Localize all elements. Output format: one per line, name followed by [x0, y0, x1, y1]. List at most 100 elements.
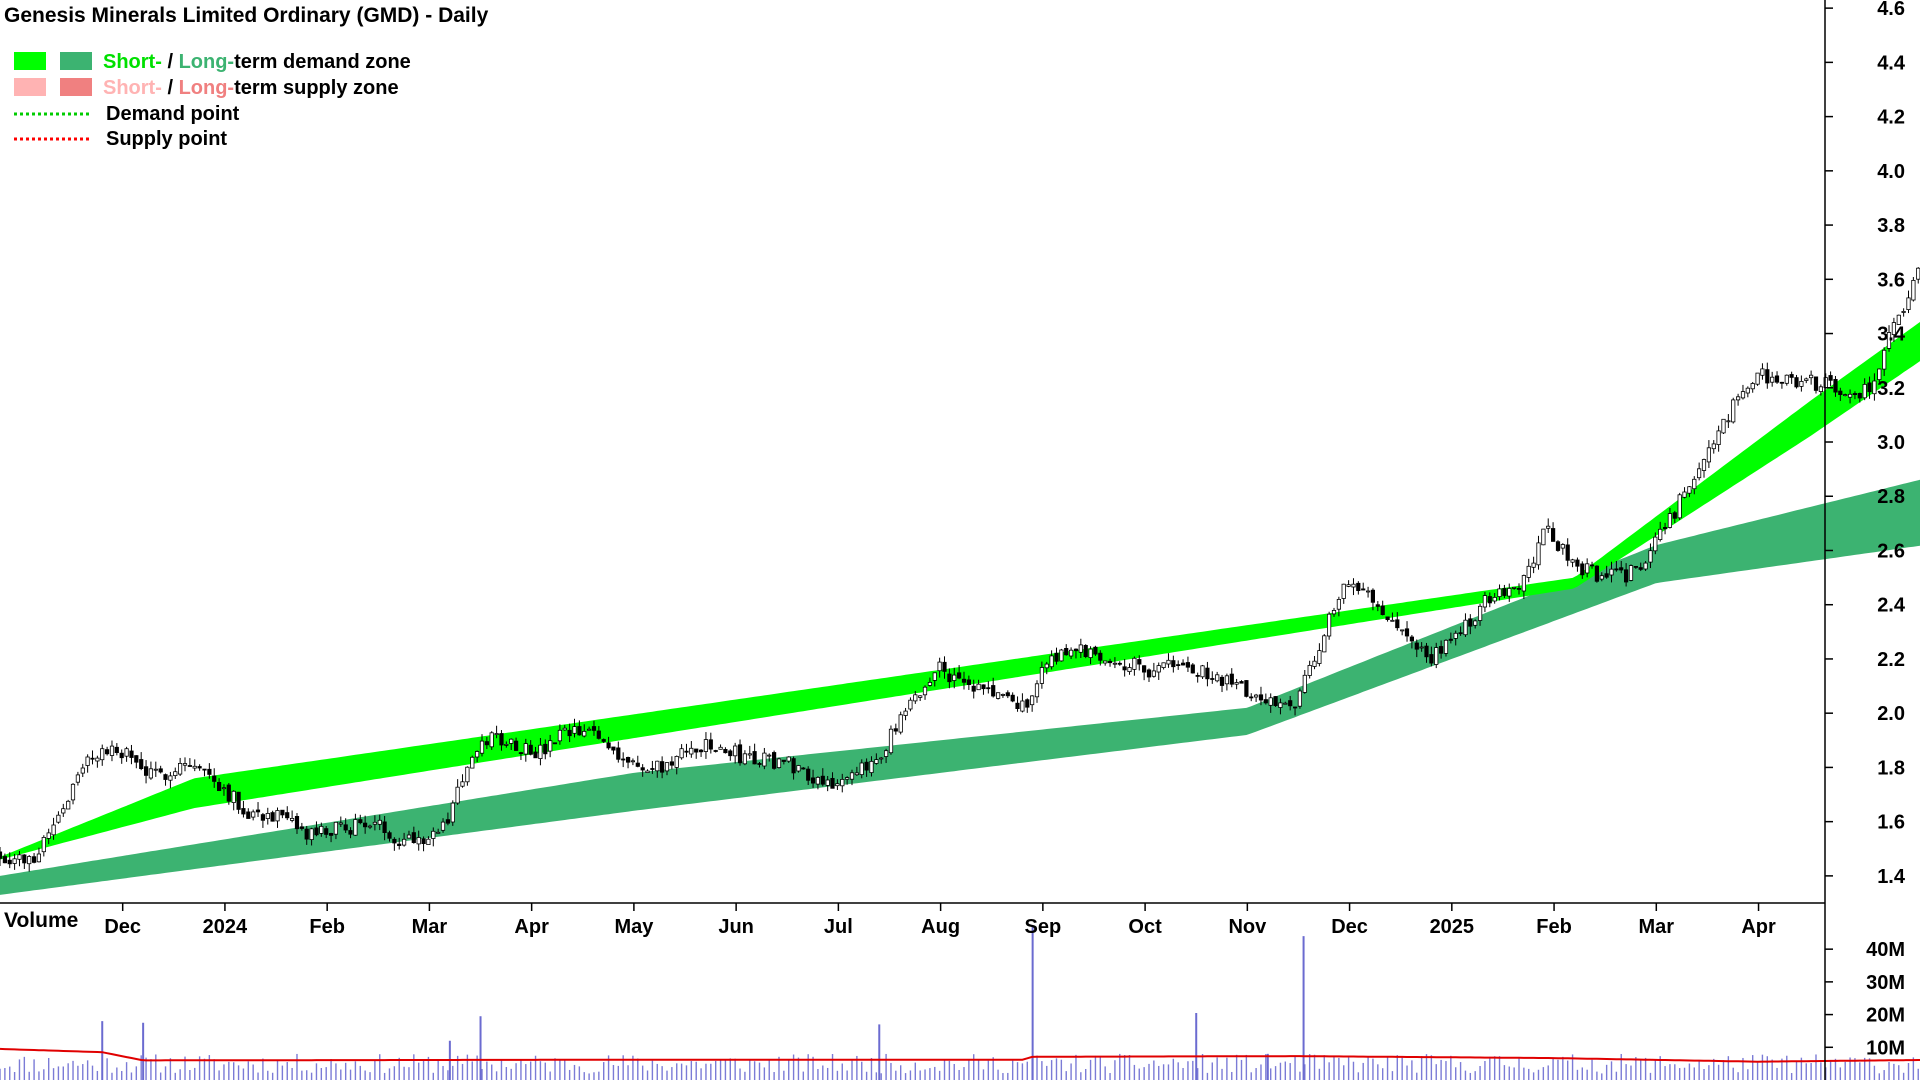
- y-tick-label: 3.8: [1877, 215, 1905, 237]
- y-tick-label: 2.4: [1877, 595, 1906, 617]
- candle-body: [460, 781, 465, 787]
- candle-body: [1103, 660, 1108, 664]
- candle-body: [192, 765, 197, 769]
- candle-body: [723, 749, 728, 754]
- candle-body: [139, 759, 144, 770]
- candle-body: [1667, 513, 1672, 528]
- legend-label: Demand point: [106, 103, 240, 125]
- candle-body: [12, 858, 17, 864]
- y-tick-label: 1.8: [1877, 757, 1905, 779]
- candle-body: [431, 830, 436, 839]
- candle-body: [41, 837, 46, 853]
- candle-body: [689, 747, 694, 755]
- y-tick-label: 2.0: [1877, 703, 1905, 725]
- candle-body: [1395, 619, 1400, 629]
- candle-body: [611, 746, 616, 751]
- candle-body: [1249, 696, 1254, 699]
- candle-body: [596, 730, 601, 739]
- candle-body: [319, 826, 324, 834]
- candle-body: [1049, 655, 1054, 668]
- candle-body: [1366, 590, 1371, 593]
- volume-tick-label: 30M: [1866, 972, 1905, 994]
- candle-body: [1151, 670, 1156, 677]
- candle-body: [1502, 588, 1507, 596]
- x-tick-label: Nov: [1228, 916, 1267, 938]
- candle-body: [1487, 596, 1492, 604]
- candle-body: [1886, 332, 1892, 349]
- candle-body: [1872, 380, 1877, 395]
- candle-body: [630, 760, 636, 763]
- volume-plot: [0, 926, 1920, 1080]
- candle-body: [436, 831, 441, 834]
- candle-body: [650, 768, 655, 770]
- candle-body: [1565, 544, 1570, 561]
- y-tick-label: 3.6: [1877, 269, 1905, 291]
- candle-body: [845, 777, 850, 780]
- chart-title: Genesis Minerals Limited Ordinary (GMD) …: [4, 4, 489, 27]
- candle-body: [1185, 662, 1190, 668]
- candle-body: [825, 779, 830, 786]
- candle-body: [202, 768, 207, 771]
- candle-body: [927, 682, 933, 686]
- candle-body: [786, 756, 791, 762]
- candle-body: [1083, 645, 1088, 658]
- x-tick-label: Dec: [1331, 916, 1368, 938]
- candle-body: [1594, 565, 1599, 582]
- candle-body: [1536, 542, 1541, 566]
- candle-body: [426, 838, 431, 846]
- candle-body: [1205, 667, 1210, 680]
- candle-body: [1317, 650, 1322, 664]
- candle-body: [1779, 381, 1784, 384]
- candle-body: [1473, 620, 1478, 626]
- candle-body: [1122, 666, 1127, 671]
- candle-body: [382, 821, 387, 834]
- candle-body: [1419, 646, 1424, 649]
- candle-body: [1351, 583, 1356, 588]
- candle-body: [358, 819, 363, 824]
- candle-body: [1570, 559, 1575, 563]
- candle-body: [1336, 599, 1341, 610]
- candle-body: [294, 816, 300, 830]
- candle-body: [1906, 297, 1911, 310]
- y-tick-label: 4.6: [1877, 0, 1905, 20]
- candle-body: [1117, 662, 1122, 665]
- x-tick-label: Aug: [921, 916, 960, 938]
- candle-body: [684, 750, 689, 753]
- chart-frame: [0, 0, 1833, 1080]
- candle-body: [708, 739, 713, 750]
- candle-body: [694, 748, 699, 753]
- legend-entry-part: term supply zone: [234, 77, 398, 99]
- candle-body: [367, 825, 373, 828]
- candle-body: [36, 853, 42, 863]
- candle-body: [450, 802, 455, 823]
- candle-body: [309, 828, 314, 840]
- candle-body: [1765, 369, 1770, 384]
- candle-body: [514, 740, 519, 751]
- candle-body: [32, 856, 37, 863]
- candle-body: [679, 748, 684, 759]
- candle-body: [1901, 310, 1906, 313]
- candle-body: [260, 814, 266, 821]
- candle-body: [548, 740, 553, 752]
- candle-body: [1064, 648, 1069, 656]
- candle-body: [387, 832, 392, 839]
- candle-body: [1030, 695, 1035, 706]
- candle-body: [1882, 349, 1887, 370]
- candle-body: [168, 775, 173, 781]
- candle-body: [538, 744, 543, 760]
- candle-body: [952, 674, 957, 681]
- candle-body: [1331, 610, 1337, 615]
- candle-body: [1346, 584, 1351, 587]
- candle-body: [499, 733, 504, 746]
- candle-body: [1755, 372, 1760, 385]
- candle-body: [114, 746, 119, 753]
- candle-body: [864, 761, 869, 771]
- candle-body: [105, 749, 110, 755]
- candle-body: [1877, 368, 1882, 381]
- x-tick-label: Oct: [1128, 916, 1162, 938]
- candle-body: [80, 767, 85, 774]
- x-tick-label: 2025: [1430, 916, 1475, 938]
- candle-body: [893, 728, 898, 732]
- candle-body: [314, 827, 319, 836]
- candle-body: [207, 768, 212, 775]
